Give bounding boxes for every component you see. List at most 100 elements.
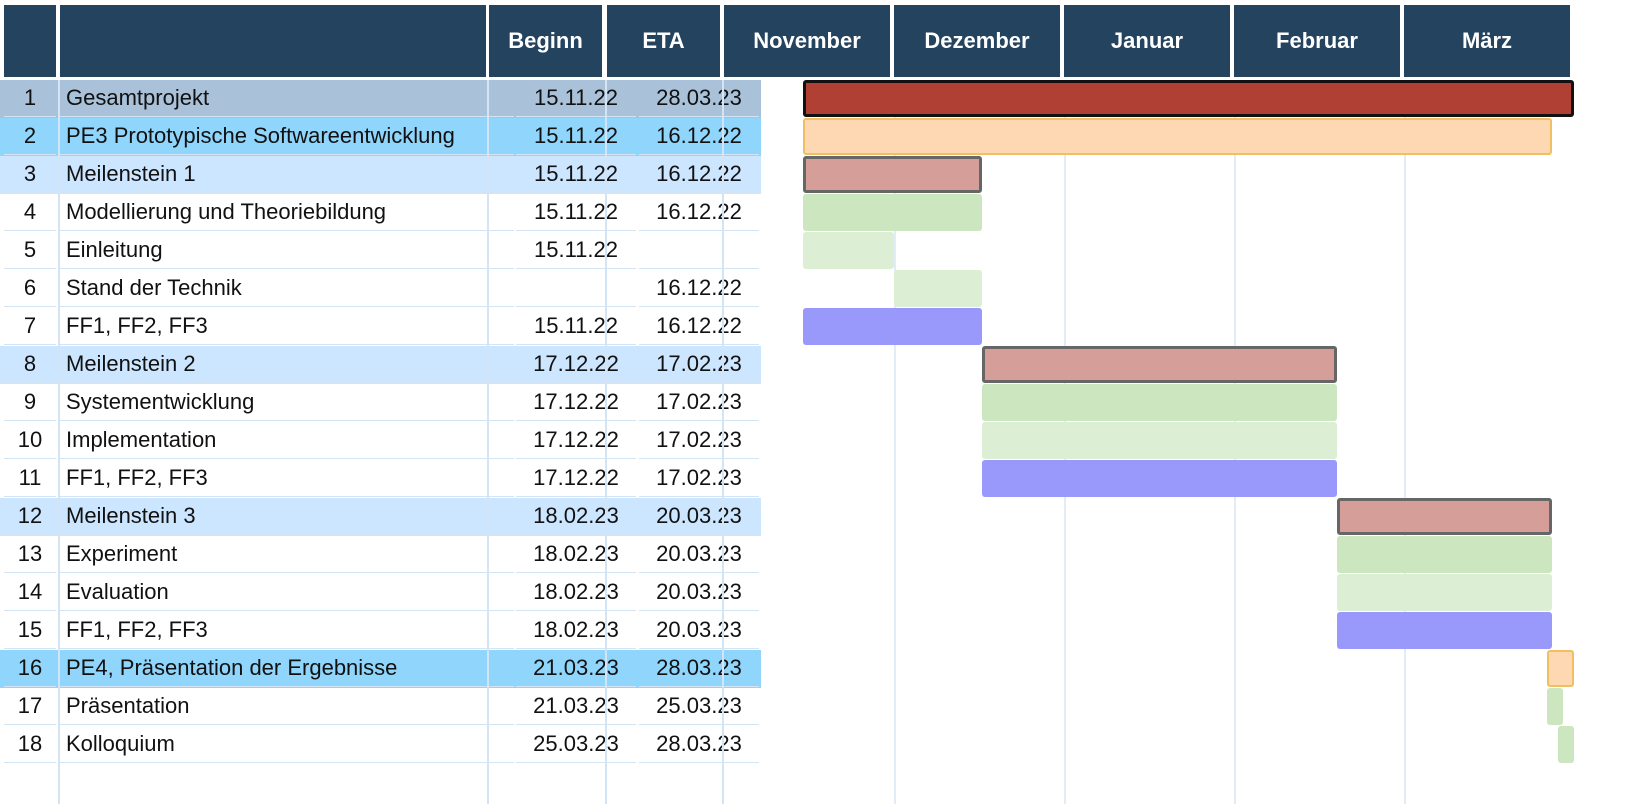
eta-date: 20.03.23 (639, 498, 759, 535)
row-number: 1 (4, 80, 56, 117)
start-date: 15.11.22 (516, 118, 636, 155)
gantt-bar-research[interactable] (981, 460, 1338, 497)
eta-date: 20.03.23 (639, 574, 759, 611)
gantt-bar-milestone[interactable] (981, 346, 1338, 383)
table-row[interactable]: 3 Meilenstein 1 15.11.22 16.12.22 (0, 156, 761, 194)
table-row[interactable]: 2 PE3 Prototypische Softwareentwicklung 15… (0, 118, 761, 156)
gantt-bar-phase[interactable] (1546, 650, 1574, 687)
row-number: 5 (4, 232, 56, 269)
gantt-bar-subtask[interactable] (1337, 574, 1553, 611)
row-number: 4 (4, 194, 56, 231)
table-row[interactable]: 4 Modellierung und Theoriebildung 15.11.22… (0, 194, 761, 232)
table-row[interactable]: 6 Stand der Technik 16.12.22 (0, 270, 761, 308)
start-date: 15.11.22 (516, 308, 636, 345)
eta-date: 20.03.23 (639, 536, 759, 573)
start-date: 17.12.22 (516, 384, 636, 421)
row-number: 18 (4, 726, 56, 763)
task-name: FF1, FF2, FF3 (60, 308, 514, 345)
month-header-november: November (724, 5, 890, 77)
eta-date: 16.12.22 (639, 156, 759, 193)
start-date: 15.11.22 (516, 194, 636, 231)
table-row[interactable]: 7 FF1, FF2, FF3 15.11.22 16.12.22 (0, 308, 761, 346)
row-number: 15 (4, 612, 56, 649)
table-row[interactable]: 14 Evaluation 18.02.23 20.03.23 (0, 574, 761, 612)
eta-date: 17.02.23 (639, 422, 759, 459)
eta-date: 25.03.23 (639, 688, 759, 725)
start-date: 18.02.23 (516, 574, 636, 611)
task-name: Meilenstein 2 (60, 346, 514, 383)
task-name: Präsentation (60, 688, 514, 725)
gantt-bar-milestone[interactable] (1337, 498, 1553, 535)
table-row[interactable]: 15 FF1, FF2, FF3 18.02.23 20.03.23 (0, 612, 761, 650)
start-date (516, 270, 636, 307)
header-task-column (60, 5, 486, 77)
row-number: 17 (4, 688, 56, 725)
task-name: PE4, Präsentation der Ergebnisse (60, 650, 514, 687)
table-row[interactable]: 13 Experiment 18.02.23 20.03.23 (0, 536, 761, 574)
start-date: 25.03.23 (516, 726, 636, 763)
task-name: Einleitung (60, 232, 514, 269)
table-row[interactable]: 11 FF1, FF2, FF3 17.12.22 17.02.23 (0, 460, 761, 498)
gantt-bar-project[interactable] (803, 80, 1574, 117)
column-divider (487, 80, 489, 804)
gantt-bar-task[interactable] (1546, 688, 1564, 725)
gantt-bar-task[interactable] (981, 384, 1338, 421)
task-name: Gesamtprojekt (60, 80, 514, 117)
task-name: Modellierung und Theoriebildung (60, 194, 514, 231)
start-date: 15.11.22 (516, 232, 636, 269)
row-number: 12 (4, 498, 56, 535)
start-date: 17.12.22 (516, 346, 636, 383)
gantt-bar-subtask[interactable] (803, 232, 894, 269)
row-number: 3 (4, 156, 56, 193)
row-number: 16 (4, 650, 56, 687)
month-header-februar: Februar (1234, 5, 1400, 77)
table-row[interactable]: 8 Meilenstein 2 17.12.22 17.02.23 (0, 346, 761, 384)
task-name: Kolloquium (60, 726, 514, 763)
gantt-bar-task[interactable] (803, 194, 982, 231)
header-eta-column: ETA (607, 5, 720, 77)
month-gridline (1404, 80, 1406, 804)
gantt-bar-research[interactable] (803, 308, 982, 345)
start-date: 21.03.23 (516, 650, 636, 687)
eta-date: 16.12.22 (639, 194, 759, 231)
table-row[interactable]: 18 Kolloquium 25.03.23 28.03.23 (0, 726, 761, 764)
row-number: 7 (4, 308, 56, 345)
eta-date: 28.03.23 (639, 726, 759, 763)
gantt-bar-phase[interactable] (803, 118, 1553, 155)
start-date: 17.12.22 (516, 422, 636, 459)
task-name: Meilenstein 1 (60, 156, 514, 193)
start-date: 17.12.22 (516, 460, 636, 497)
row-number: 2 (4, 118, 56, 155)
table-row[interactable]: 1 Gesamtprojekt 15.11.22 28.03.23 (0, 80, 761, 118)
table-row[interactable]: 10 Implementation 17.12.22 17.02.23 (0, 422, 761, 460)
gantt-bar-task[interactable] (1337, 536, 1553, 573)
table-row[interactable]: 5 Einleitung 15.11.22 (0, 232, 761, 270)
gantt-bar-research[interactable] (1337, 612, 1553, 649)
eta-date: 17.02.23 (639, 384, 759, 421)
month-header-januar: Januar (1064, 5, 1230, 77)
month-gridline (894, 80, 896, 804)
gantt-bar-subtask[interactable] (981, 422, 1338, 459)
task-name: FF1, FF2, FF3 (60, 460, 514, 497)
gantt-bar-task[interactable] (1557, 726, 1574, 763)
gantt-bar-subtask[interactable] (894, 270, 982, 307)
table-row[interactable]: 9 Systementwicklung 17.12.22 17.02.23 (0, 384, 761, 422)
table-row[interactable]: 16 PE4, Präsentation der Ergebnisse 21.03.… (0, 650, 761, 688)
task-name: Experiment (60, 536, 514, 573)
row-number: 14 (4, 574, 56, 611)
start-date: 18.02.23 (516, 498, 636, 535)
task-name: Systementwicklung (60, 384, 514, 421)
start-date: 21.03.23 (516, 688, 636, 725)
task-name: Evaluation (60, 574, 514, 611)
eta-date: 16.12.22 (639, 118, 759, 155)
row-number: 9 (4, 384, 56, 421)
gantt-bar-milestone[interactable] (803, 156, 982, 193)
table-row[interactable]: 12 Meilenstein 3 18.02.23 20.03.23 (0, 498, 761, 536)
row-number: 11 (4, 460, 56, 497)
start-date: 18.02.23 (516, 536, 636, 573)
eta-date: 28.03.23 (639, 80, 759, 117)
task-name: Meilenstein 3 (60, 498, 514, 535)
task-name: Implementation (60, 422, 514, 459)
table-row[interactable]: 17 Präsentation 21.03.23 25.03.23 (0, 688, 761, 726)
